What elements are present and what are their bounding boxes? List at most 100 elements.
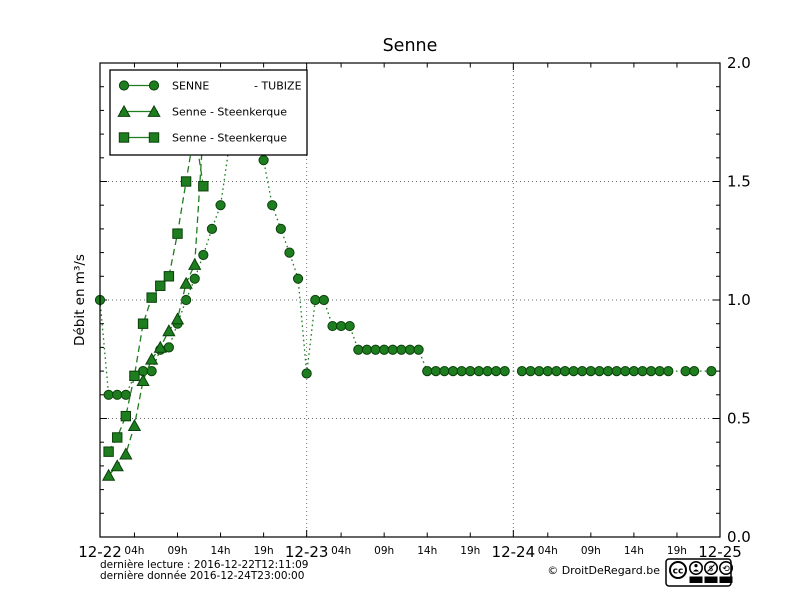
circle-marker	[267, 200, 278, 211]
circle-marker	[465, 366, 476, 377]
circle-marker	[559, 366, 571, 377]
circle-marker	[103, 389, 114, 400]
circle-marker	[284, 247, 295, 258]
footer-last-data: dernière donnée 2016-12-24T23:00:00	[100, 570, 304, 582]
square-marker	[163, 271, 175, 282]
circle-marker	[148, 80, 160, 91]
circle-marker	[439, 366, 450, 377]
circle-marker	[482, 366, 493, 377]
triangle-marker	[117, 104, 131, 117]
x-day-tick-label: 12-25	[698, 543, 742, 561]
circle-marker	[542, 366, 553, 377]
x-day-tick-label: 12-24	[492, 543, 536, 561]
badge-label-plate	[689, 576, 703, 583]
circle-marker	[525, 366, 536, 377]
x-hour-tick-label: 09h	[167, 545, 187, 557]
circle-marker	[430, 366, 441, 377]
plot-border	[99, 62, 721, 538]
x-hour-tick-label: 14h	[624, 545, 644, 557]
y-tick-label: 1.5	[727, 173, 751, 191]
x-hour-tick-label: 04h	[124, 545, 144, 557]
person-head	[694, 564, 698, 568]
circle-marker	[120, 389, 131, 400]
circle-marker	[198, 249, 209, 261]
cc-circle-label: cc	[673, 567, 684, 577]
x-hour-tick-label: 19h	[254, 545, 274, 557]
square-marker	[137, 318, 149, 329]
legend-label: SENNE	[172, 80, 209, 93]
series-circle-0	[94, 119, 717, 400]
circle-marker	[292, 273, 304, 284]
circle-marker	[258, 155, 269, 166]
square-marker	[118, 132, 130, 143]
circle-marker	[118, 80, 130, 91]
legend-label: Senne - Steenkerque	[172, 132, 287, 145]
circle-marker	[404, 344, 416, 355]
triangle-marker	[188, 257, 202, 270]
circle-marker	[301, 368, 312, 379]
triangle-marker	[136, 373, 150, 386]
triangle-marker	[110, 459, 124, 472]
circle-marker	[689, 366, 700, 377]
circle-marker	[361, 344, 373, 355]
x-day-tick-label: 12-23	[285, 543, 329, 561]
y-tick-label: 1.0	[727, 291, 751, 309]
circle-marker	[310, 294, 321, 306]
y-axis-label: Débit en m³/s	[72, 254, 88, 346]
circle-marker	[344, 320, 355, 332]
circle-marker	[387, 344, 398, 355]
triangle-marker	[119, 447, 133, 460]
badge-label: NC	[707, 578, 715, 584]
circle-marker	[379, 344, 390, 355]
footer-last-reading: dernière lecture : 2016-12-22T12:11:09	[100, 559, 308, 571]
x-hour-tick-label: 09h	[374, 545, 394, 557]
legend-label-right: - TUBIZE	[254, 80, 302, 93]
circle-marker	[473, 366, 484, 377]
circle-marker	[413, 344, 424, 355]
circle-marker	[327, 320, 338, 332]
circle-marker	[516, 366, 528, 377]
circle-marker	[163, 342, 174, 353]
triangle-marker	[170, 312, 185, 325]
sa-glyph: ⟲	[722, 565, 730, 575]
circle-marker	[646, 366, 657, 377]
x-hour-tick-label: 14h	[417, 545, 437, 557]
circle-marker	[215, 200, 226, 211]
legend-label: Senne - Steenkerque	[172, 106, 287, 119]
square-marker	[180, 176, 192, 187]
square-marker	[146, 292, 157, 303]
y-tick-label: 0.0	[727, 528, 751, 546]
x-hour-tick-label: 04h	[538, 545, 558, 557]
x-day-tick-label: 12-22	[78, 543, 122, 561]
circle-marker	[577, 366, 588, 377]
x-hour-tick-label: 09h	[581, 545, 601, 557]
sa-arrow-icon	[718, 560, 733, 575]
square-marker	[129, 370, 140, 382]
circle-marker	[568, 366, 579, 377]
circle-marker	[370, 344, 381, 355]
triangle-marker	[101, 468, 116, 481]
badge-label: SA	[722, 578, 730, 584]
triangle-marker	[153, 340, 167, 353]
legend-frame	[109, 69, 308, 156]
circle-marker	[275, 223, 286, 234]
circle-marker	[318, 294, 329, 306]
chart-title: Senne	[383, 36, 438, 56]
x-hour-tick-label: 19h	[667, 545, 687, 557]
circle-marker	[706, 366, 717, 377]
circle-marker	[336, 320, 347, 332]
y-tick-label: 0.5	[727, 410, 751, 428]
circle-marker	[499, 366, 510, 377]
circle-marker	[206, 223, 218, 234]
circle-marker	[611, 366, 622, 377]
square-marker	[120, 410, 132, 422]
circle-marker	[654, 366, 665, 377]
circle-marker	[181, 294, 192, 306]
circle-marker	[637, 366, 648, 377]
triangle-marker	[145, 352, 159, 365]
x-hour-tick-label: 04h	[331, 545, 351, 557]
circle-marker	[628, 366, 639, 377]
nc-slash	[707, 564, 715, 572]
x-hour-tick-label: 19h	[460, 545, 480, 557]
